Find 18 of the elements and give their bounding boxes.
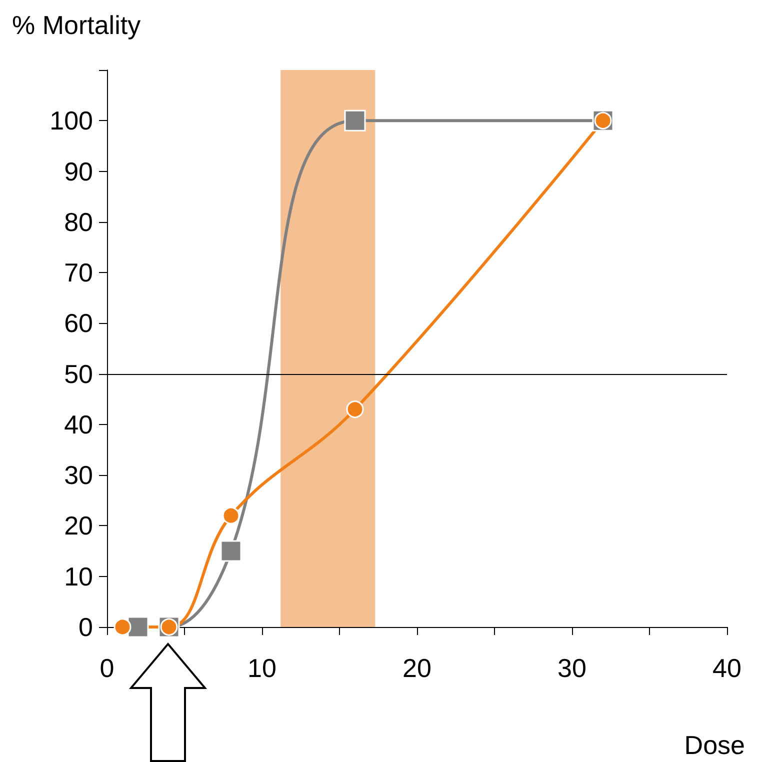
y-tick-label: 30 [64,460,93,490]
y-tick-label: 40 [64,409,93,440]
x-tick-label: 20 [402,653,432,683]
x-tick-label: 30 [558,653,586,683]
y-axis-title: % Mortality [12,10,141,40]
y-tick-label: 0 [78,612,93,642]
y-tick-label: 100 [50,106,93,136]
y-tick-label: 90 [64,156,93,186]
y-tick-label: 70 [64,258,93,288]
x-axis-title: Dose [684,730,746,760]
y-tick-label: 60 [64,308,93,338]
y-tick-label: 50 [64,358,93,389]
y-tick-label: 10 [64,561,93,592]
y-tick-label: 20 [64,510,93,541]
x-tick-label: 10 [248,653,276,683]
y-tick-label: 80 [64,206,93,237]
x-tick-label: 0 [100,653,114,683]
x-tick-label: 40 [712,653,742,683]
